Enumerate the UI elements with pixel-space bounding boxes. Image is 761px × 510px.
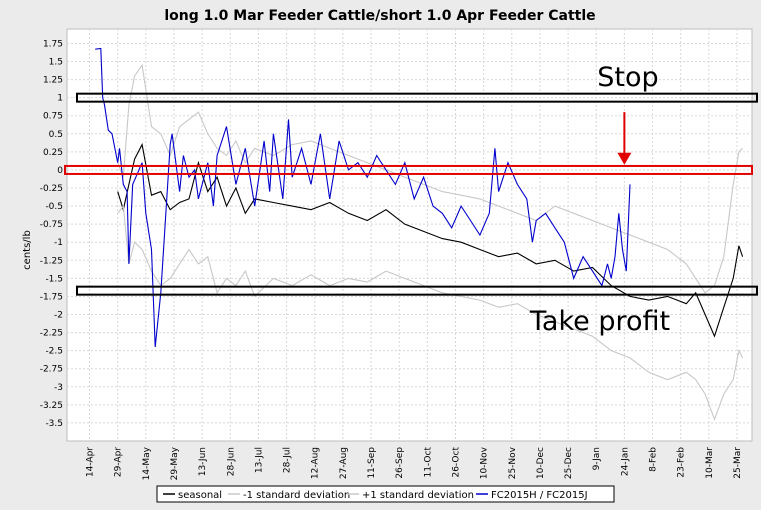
y-tick-label: -2 (54, 311, 63, 321)
annotation-band (64, 164, 753, 175)
series-line--1-standard-deviation (117, 204, 744, 421)
x-tick-label: 28-Jul (283, 447, 293, 473)
x-tick-label: 11-Sep (367, 447, 377, 479)
y-tick-label: -3 (54, 383, 63, 393)
annotation-label: Take profit (529, 306, 670, 337)
x-tick-label: 10-Mar (705, 447, 715, 479)
x-tick-label: 29-May (170, 446, 180, 480)
x-tick-label: 10-Dec (536, 447, 546, 479)
legend-label: seasonal (178, 490, 222, 501)
y-tick-label: -0.75 (40, 220, 63, 230)
y-tick-label: -1.5 (45, 274, 63, 284)
annotation-label: Stop (597, 62, 658, 93)
x-tick-label: 13-Jun (198, 447, 208, 476)
x-tick-label: 25-Mar (733, 447, 743, 479)
y-tick-label: 1.5 (49, 58, 63, 68)
y-tick-label: 0.5 (49, 130, 63, 140)
series-line-seasonal (117, 142, 744, 338)
y-tick-label: -0.5 (45, 202, 63, 212)
x-tick-label: 9-Jan (592, 447, 602, 470)
annotation-layer: Stop Take profit (64, 62, 758, 337)
x-tick-label: 11-Oct (423, 447, 433, 478)
y-tick-label: -3.25 (40, 401, 63, 411)
legend-label: +1 standard deviation (362, 490, 474, 501)
x-tick-label: 27-Aug (339, 447, 349, 479)
x-tick-label: 10-Nov (480, 446, 490, 479)
x-tick-label: 29-Apr (114, 447, 124, 477)
x-tick-label: 26-Sep (395, 447, 405, 479)
y-tick-label: -3.5 (45, 419, 63, 429)
legend: seasonal -1 standard deviation +1 standard… (156, 485, 615, 503)
series-line-fc2015h-fc2015j (95, 47, 631, 348)
y-tick-label: -2.25 (40, 329, 63, 339)
annotation-band (76, 285, 758, 296)
y-tick-label: -1 (54, 238, 63, 248)
x-tick-label: 13-Jul (254, 447, 264, 473)
y-tick-label: -0.25 (40, 184, 63, 194)
y-tick-label: 0 (57, 166, 63, 176)
x-tick-label: 24-Jan (620, 447, 630, 476)
grid-layer (67, 29, 752, 441)
y-tick-label: -1.75 (40, 292, 63, 302)
x-tick-label: 26-Oct (451, 447, 461, 478)
legend-box (156, 485, 615, 503)
x-tick-label: 12-Aug (311, 447, 321, 479)
x-tick-label: 14-Apr (86, 447, 96, 477)
legend-label: -1 standard deviation (243, 490, 350, 501)
chart-title: long 1.0 Mar Feeder Cattle/short 1.0 Apr… (164, 8, 595, 24)
y-tick-label: 0.75 (43, 112, 63, 122)
x-tick-label: 23-Feb (677, 447, 687, 478)
x-tick-label: 8-Feb (649, 447, 659, 472)
x-tick-label: 28-Jun (226, 447, 236, 476)
series-layer (95, 47, 744, 421)
annotation-band (76, 92, 758, 103)
y-tick-label: 0.25 (43, 148, 63, 158)
y-tick-label: 1.75 (43, 39, 63, 49)
arrow-head (617, 152, 632, 165)
y-tick-label: -2.5 (45, 347, 63, 357)
x-tick-label: 14-May (142, 446, 152, 480)
plot-area (66, 28, 753, 442)
y-tick-label: -1.25 (40, 256, 63, 266)
y-tick-label: 1 (57, 94, 63, 104)
x-tick-label: 25-Nov (508, 446, 518, 479)
x-tick-label: 25-Dec (564, 447, 574, 479)
axis-layer: 1.75 1.5 1.25 1 0.75 0.5 0.25 0 -0.25 -0.5 -0.75 -1… (40, 39, 743, 480)
y-axis-label: cents/lb (22, 230, 33, 270)
y-tick-label: -2.75 (40, 365, 63, 375)
y-tick-label: 1.25 (43, 76, 63, 86)
legend-label: FC2015H / FC2015J (491, 490, 588, 501)
